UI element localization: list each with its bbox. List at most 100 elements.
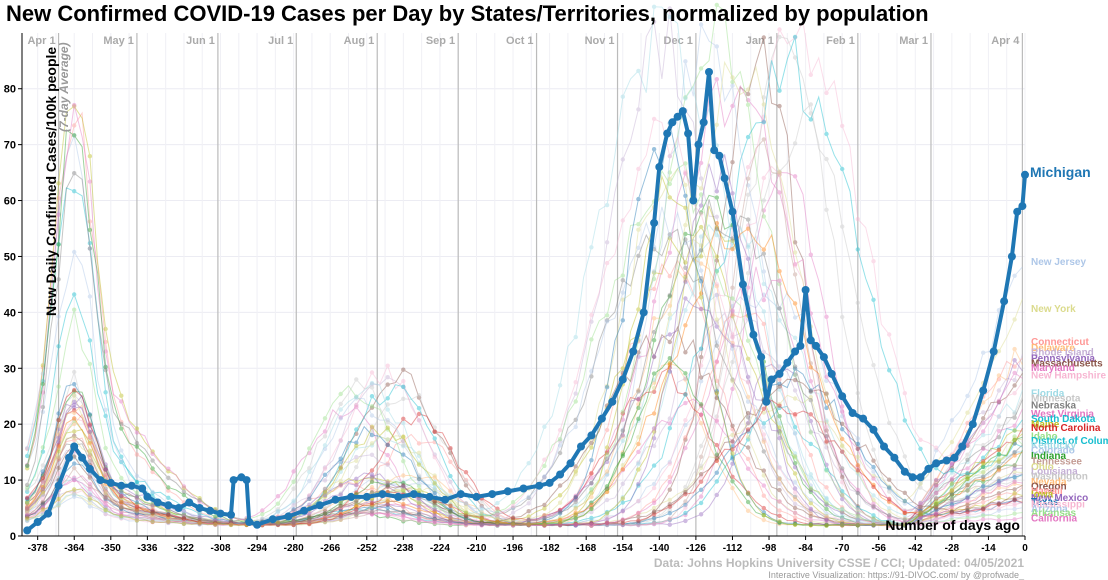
series-point — [150, 514, 155, 519]
x-tick-label: -308 — [211, 543, 231, 554]
michigan-point — [456, 490, 465, 499]
series-point — [792, 424, 798, 430]
series-point — [542, 513, 547, 518]
series-point — [651, 19, 657, 24]
series-point — [432, 479, 437, 484]
series-point — [510, 521, 516, 527]
michigan-point — [33, 518, 42, 526]
michigan-point — [908, 473, 917, 482]
series-point — [589, 486, 594, 492]
series-point — [965, 495, 970, 500]
series-point — [338, 505, 343, 510]
series-point — [761, 439, 766, 444]
series-point — [808, 522, 813, 527]
series-point — [824, 520, 829, 525]
series-point — [119, 509, 124, 515]
series-point — [730, 479, 735, 484]
y-tick-label: 70 — [4, 140, 16, 152]
series-point — [557, 510, 563, 515]
michigan-point — [127, 481, 136, 490]
series-point — [448, 514, 453, 520]
grid — [22, 33, 1026, 537]
series-point — [322, 416, 328, 421]
series-point — [949, 496, 955, 502]
series-point — [824, 522, 829, 528]
series-point — [636, 499, 641, 504]
series-point — [150, 516, 155, 521]
michigan-point — [378, 490, 387, 499]
series-point — [166, 520, 171, 526]
michigan-point — [195, 504, 204, 512]
series-point — [620, 278, 625, 283]
series-point — [902, 418, 907, 423]
series-point — [103, 339, 108, 345]
series-point — [808, 452, 813, 458]
series-point — [871, 513, 876, 518]
series-point — [620, 521, 625, 527]
series-point — [119, 399, 124, 404]
series-point — [949, 481, 955, 486]
series-point — [338, 407, 343, 412]
series-point — [150, 516, 155, 521]
series-point — [526, 494, 531, 500]
michigan-point — [577, 442, 585, 451]
series-point — [495, 520, 500, 525]
series-point — [197, 519, 202, 524]
series-line — [26, 366, 1023, 527]
series-point — [448, 473, 453, 479]
series-point — [119, 509, 124, 514]
series-point — [589, 505, 594, 510]
series-point — [369, 506, 375, 511]
michigan-point — [848, 409, 857, 417]
series-point — [996, 388, 1002, 393]
series-point — [636, 519, 641, 525]
series-point — [887, 496, 892, 502]
series-point — [824, 485, 829, 490]
michigan-point — [587, 431, 596, 440]
series-point — [103, 445, 108, 451]
series-point — [166, 469, 171, 474]
series-point — [479, 521, 484, 526]
michigan-point — [1007, 252, 1016, 261]
series-point — [463, 519, 469, 525]
x-tick-label: -140 — [649, 543, 669, 554]
series-point — [322, 519, 328, 524]
background-series-washington — [25, 102, 1023, 528]
series-point — [777, 425, 782, 430]
series-point — [432, 510, 437, 515]
series-point — [730, 386, 735, 392]
series-point — [72, 475, 77, 480]
series-point — [228, 522, 234, 528]
series-point — [72, 421, 77, 427]
series-point — [72, 429, 77, 434]
series-point — [745, 421, 751, 426]
series-point — [981, 475, 986, 480]
michigan-point — [838, 392, 847, 401]
series-point — [918, 500, 923, 506]
series-point — [714, 77, 719, 82]
series-point — [887, 522, 892, 527]
series-point — [56, 438, 61, 443]
michigan-label: Michigan — [1030, 164, 1091, 180]
series-point — [965, 443, 970, 448]
series-point — [573, 495, 578, 500]
series-point — [291, 520, 296, 525]
series-point — [965, 472, 970, 477]
series-point — [651, 500, 657, 506]
series-point — [965, 471, 970, 476]
michigan-point — [880, 442, 888, 451]
series-point — [761, 281, 766, 287]
series-point — [792, 486, 798, 491]
series-point — [385, 452, 390, 458]
series-point — [307, 450, 312, 456]
series-point — [25, 500, 30, 505]
series-point — [714, 455, 719, 461]
series-point — [181, 489, 187, 494]
series-point — [369, 511, 375, 516]
series-point — [698, 306, 704, 311]
series-point — [87, 412, 93, 417]
series-point — [981, 455, 986, 460]
series-point — [981, 446, 986, 452]
series-point — [792, 263, 798, 268]
series-point — [166, 485, 171, 490]
